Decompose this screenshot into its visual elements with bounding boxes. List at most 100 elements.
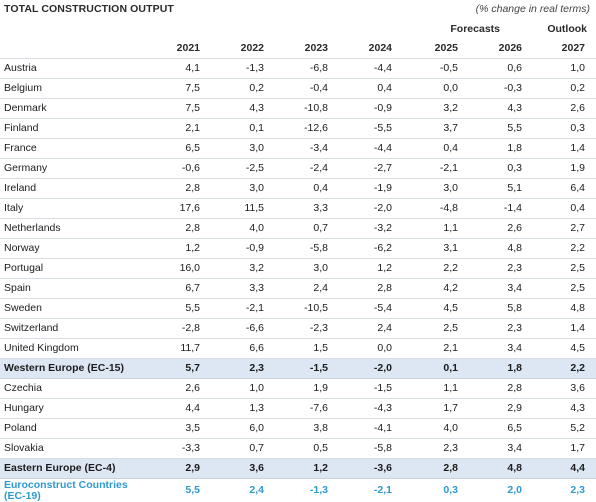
value-cell: 2,2 [392, 259, 458, 279]
value-cell: -4,8 [392, 199, 458, 219]
value-cell: 6,5 [458, 419, 522, 439]
value-cell: 6,0 [200, 419, 264, 439]
value-cell: 3,4 [458, 339, 522, 359]
value-cell: 4,8 [458, 239, 522, 259]
value-cell: -1,3 [200, 59, 264, 79]
value-cell: 4,8 [458, 459, 522, 479]
value-cell: 4,4 [143, 399, 200, 419]
value-cell: 3,0 [200, 179, 264, 199]
value-cell: 0,4 [264, 179, 328, 199]
value-cell: 2,6 [458, 219, 522, 239]
value-cell: 2,6 [143, 379, 200, 399]
country-cell: Sweden [0, 299, 143, 319]
value-cell: 2,7 [522, 219, 585, 239]
country-cell: Denmark [0, 99, 143, 119]
value-cell: 7,5 [143, 99, 200, 119]
construction-output-table: 2021 2022 2023 2024 2025 2026 2027 Austr… [0, 38, 596, 502]
value-cell: 5,2 [522, 419, 585, 439]
value-cell: 0,5 [264, 439, 328, 459]
value-cell: 1,8 [458, 139, 522, 159]
country-cell: France [0, 139, 143, 159]
value-cell: 1,2 [264, 459, 328, 479]
value-cell: 4,4 [522, 459, 585, 479]
value-cell: 2,0 [458, 479, 522, 502]
value-cell: -1,9 [328, 179, 392, 199]
padding-cell [585, 379, 596, 399]
value-cell: 5,5 [458, 119, 522, 139]
value-cell: -2,1 [200, 299, 264, 319]
padding-cell [585, 319, 596, 339]
value-cell: 1,8 [458, 359, 522, 379]
value-cell: 6,5 [143, 139, 200, 159]
country-cell: Poland [0, 419, 143, 439]
value-cell: 4,5 [392, 299, 458, 319]
country-cell: Ireland [0, 179, 143, 199]
value-cell: 16,0 [143, 259, 200, 279]
value-cell: 1,7 [392, 399, 458, 419]
country-cell: Norway [0, 239, 143, 259]
value-cell: -4,4 [328, 59, 392, 79]
value-cell: 4,1 [143, 59, 200, 79]
padding-cell [585, 139, 596, 159]
value-cell: 2,9 [143, 459, 200, 479]
value-cell: 2,8 [143, 219, 200, 239]
year-header: 2021 [143, 38, 200, 59]
value-cell: 0,0 [392, 79, 458, 99]
value-cell: 3,4 [458, 279, 522, 299]
value-cell: -0,3 [458, 79, 522, 99]
value-cell: 0,3 [392, 479, 458, 502]
value-cell: -5,4 [328, 299, 392, 319]
value-cell: 3,3 [264, 199, 328, 219]
value-cell: -2,0 [328, 359, 392, 379]
value-cell: 2,5 [522, 279, 585, 299]
year-header-row: 2021 2022 2023 2024 2025 2026 2027 [0, 38, 596, 59]
value-cell: -2,4 [264, 159, 328, 179]
value-cell: 3,2 [392, 99, 458, 119]
country-cell: Austria [0, 59, 143, 79]
value-cell: -2,8 [143, 319, 200, 339]
country-cell: Italy [0, 199, 143, 219]
value-cell: 5,5 [143, 299, 200, 319]
value-cell: 2,5 [522, 259, 585, 279]
value-cell: -2,1 [392, 159, 458, 179]
padding-cell [585, 119, 596, 139]
padding-cell [585, 199, 596, 219]
value-cell: 2,8 [392, 459, 458, 479]
value-cell: 5,1 [458, 179, 522, 199]
value-cell: 4,0 [200, 219, 264, 239]
padding-cell [585, 239, 596, 259]
value-cell: 3,2 [200, 259, 264, 279]
value-cell: 0,2 [200, 79, 264, 99]
value-cell: 2,4 [200, 479, 264, 502]
value-cell: -6,6 [200, 319, 264, 339]
country-cell: Czechia [0, 379, 143, 399]
value-cell: 1,2 [143, 239, 200, 259]
padding-cell [585, 38, 596, 59]
value-cell: 0,1 [392, 359, 458, 379]
value-cell: 1,9 [522, 159, 585, 179]
value-cell: -1,3 [264, 479, 328, 502]
value-cell: 3,6 [200, 459, 264, 479]
value-cell: 2,1 [143, 119, 200, 139]
value-cell: 1,3 [200, 399, 264, 419]
country-cell: Spain [0, 279, 143, 299]
value-cell: 1,0 [200, 379, 264, 399]
value-cell: 11,7 [143, 339, 200, 359]
value-cell: 11,5 [200, 199, 264, 219]
value-cell: 4,5 [522, 339, 585, 359]
value-cell: 17,6 [143, 199, 200, 219]
value-cell: 1,1 [392, 379, 458, 399]
value-cell: -1,5 [264, 359, 328, 379]
